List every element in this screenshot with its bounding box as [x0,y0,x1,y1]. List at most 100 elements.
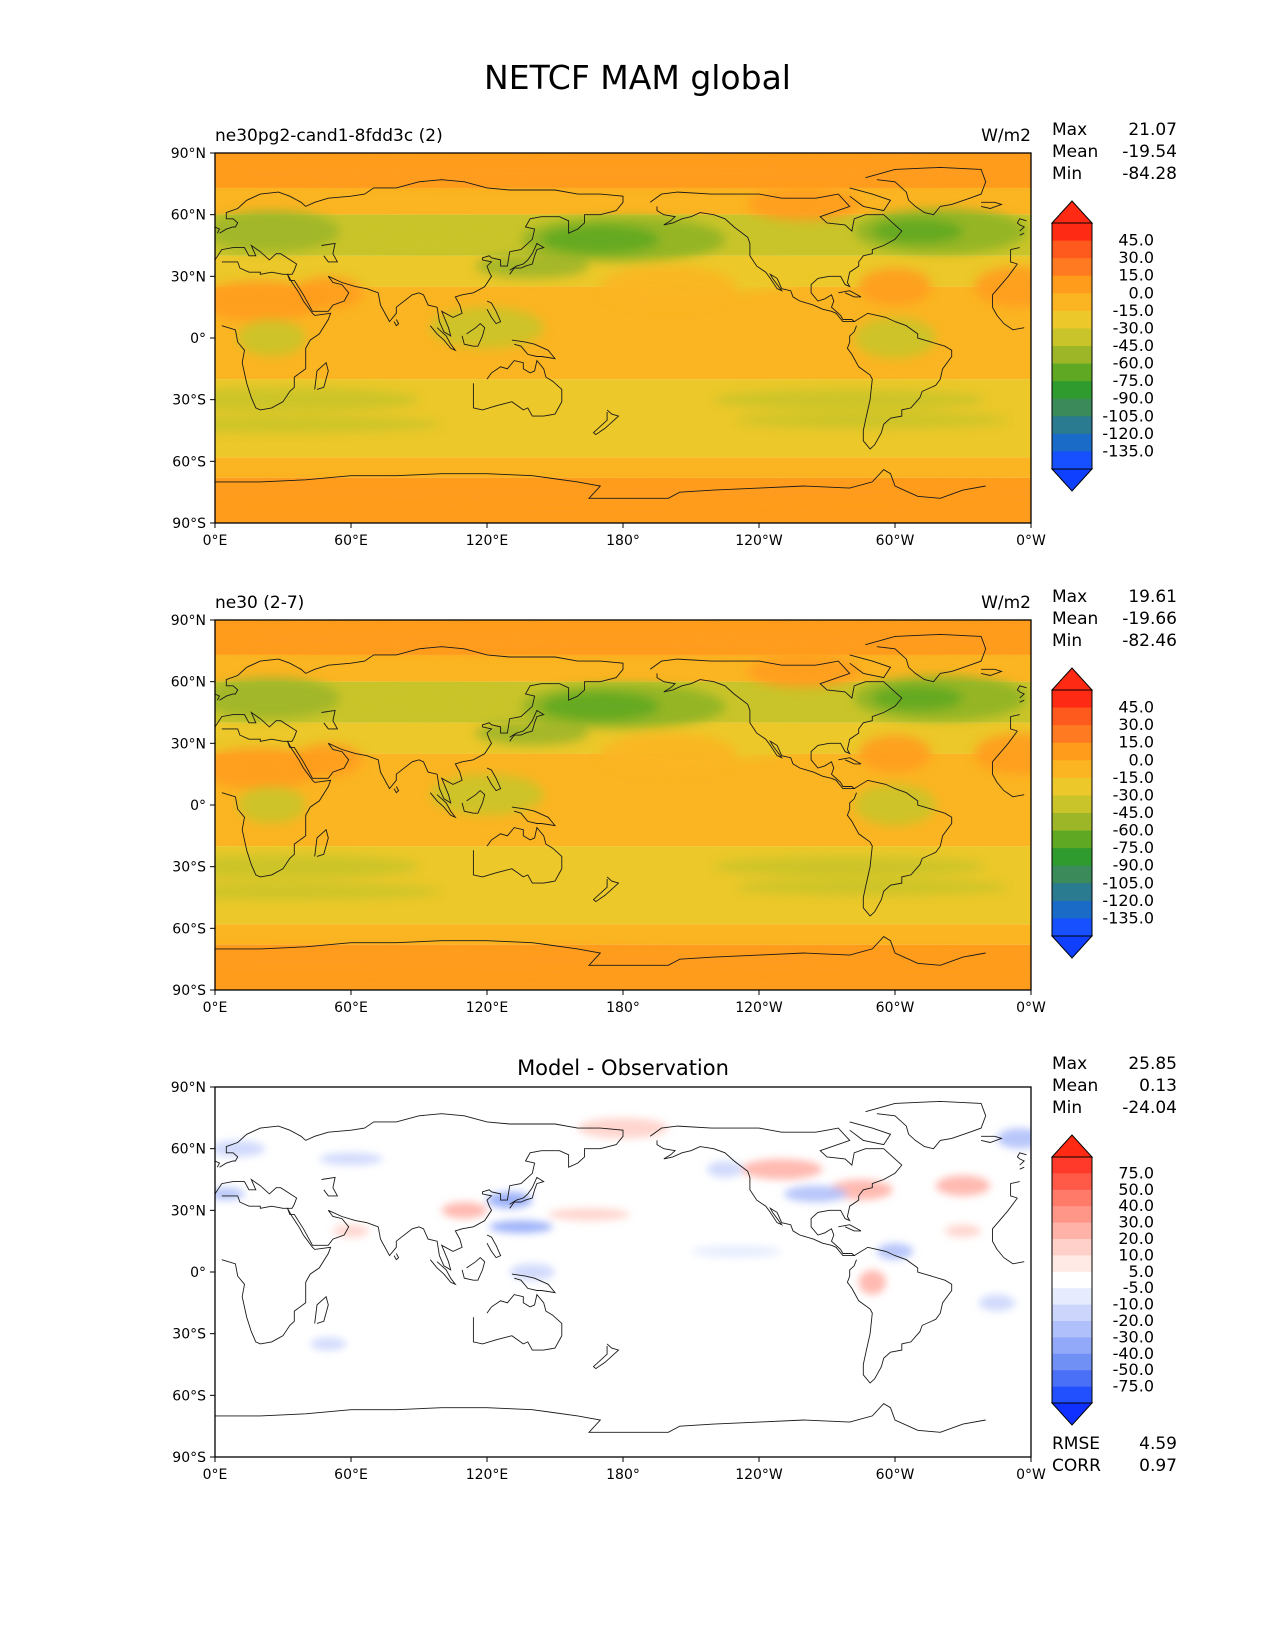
field-blob [332,1224,370,1238]
field-blob [600,733,737,775]
stat-label: Mean [1052,609,1098,629]
colorbar-segment [1052,918,1092,937]
coastline [509,709,545,742]
colorbar-label: -135.0 [1102,441,1154,460]
coastline [1010,714,1020,732]
field-blob [310,1337,347,1351]
colorbar-label: -75.0 [1113,838,1154,857]
stat-value: 0.13 [1139,1076,1177,1096]
colorbar-label: -45.0 [1113,803,1154,822]
stat-value: -19.66 [1122,609,1177,629]
lat-tick-label: 30°S [172,860,206,876]
coastline [865,633,987,683]
lat-tick-label: 90°S [172,983,206,999]
colorbar-label: -120.0 [1102,424,1154,443]
colorbar-label: 30.0 [1118,715,1154,734]
colorbar-label: 20.0 [1118,1229,1154,1248]
colorbar-segment [1052,1255,1092,1273]
colorbar-frame [1051,689,1093,937]
stat-label: Mean [1052,1076,1098,1096]
colorbar-segment [1052,275,1092,294]
coastline [314,828,329,857]
field-blob [713,856,986,877]
colorbar-segment [1052,1386,1092,1404]
colorbar-label: -15.0 [1113,768,1154,787]
colorbar-label: -105.0 [1102,406,1154,425]
field-contours [215,1117,1031,1351]
colorbar-segment [1052,1173,1092,1191]
coastline [314,361,329,390]
coastline [393,1253,400,1261]
map-area [215,620,1031,990]
field-blob [548,1208,630,1221]
coastline [221,261,332,411]
field-blob [215,161,1031,186]
field-blob [215,628,1031,653]
colorbar-label: 0.0 [1129,750,1154,769]
coastline [215,1403,986,1433]
metric-value: 0.97 [1139,1456,1177,1476]
colorbar-label: -75.0 [1113,1377,1154,1396]
lat-tick-label: 0° [190,331,206,347]
lat-tick-label: 60°S [172,454,206,470]
field-blob [706,1161,744,1178]
lat-tick-label: 0° [190,798,206,814]
coastline [486,767,502,792]
coastline [849,1121,892,1146]
coastline [461,322,486,347]
field-blob [215,883,442,900]
colorbar-segment [1052,690,1092,709]
lat-tick-label: 90°N [171,1080,206,1096]
lat-tick-label: 90°S [172,1450,206,1466]
colorbar-segment [1052,848,1092,867]
field-blob [783,1185,848,1203]
colorbar-label: -20.0 [1113,1311,1154,1330]
coastline [321,242,339,263]
coastline [849,187,892,212]
colorbar-segment [1052,900,1092,919]
lon-tick-label: 0°W [1016,533,1046,549]
field-blob [974,733,1031,775]
field-blob [541,691,660,721]
colorbar-segment [1052,1239,1092,1256]
colorbar-segment [1052,328,1092,347]
colorbar-label: 0.0 [1129,283,1154,302]
field-blob [736,879,1009,896]
lat-tick-label: 60°S [172,1388,206,1404]
colorbar-segment [1052,1222,1092,1240]
colorbar-label: -90.0 [1113,389,1154,408]
colorbar-extend-max [1050,200,1094,224]
field-contours [215,628,1031,970]
field-blob [215,416,442,433]
colorbar-label: -75.0 [1113,371,1154,390]
lon-tick-label: 180° [606,1467,640,1483]
field-band [215,897,1031,925]
colorbar-segment [1052,795,1092,814]
coastline [215,1113,624,1271]
stat-label: Mean [1052,142,1098,162]
field-blob [747,187,861,221]
coastline [992,263,1025,331]
panel-units: W/m2 [981,126,1031,146]
coastline [992,730,1025,798]
stat-label: Min [1052,631,1082,651]
coastline [215,936,986,966]
colorbar-label: 15.0 [1118,733,1154,752]
coastline [393,786,400,794]
field-blob [691,1245,782,1258]
coastline [472,359,563,417]
field-blob [339,222,521,248]
colorbar-extend-max [1050,1134,1094,1158]
coastline [221,1195,332,1345]
colorbar-extend-min [1050,935,1094,959]
colorbar: 45.030.015.00.0-15.0-30.0-45.0-60.0-75.0… [1050,200,1154,492]
lon-tick-label: 0°E [203,533,228,549]
colorbar-label: -60.0 [1113,821,1154,840]
lon-tick-label: 180° [606,1000,640,1016]
colorbar-segment [1052,830,1092,849]
stat-label: Max [1052,1054,1087,1074]
panel-ref: 90°N 60°N 30°N 0° 30°S 60°S 90°S0°E 60°E 120°E 18… [171,587,1177,1016]
colorbar-extend-max [1050,667,1094,691]
coastline [215,646,624,804]
coastline [980,1135,1003,1143]
